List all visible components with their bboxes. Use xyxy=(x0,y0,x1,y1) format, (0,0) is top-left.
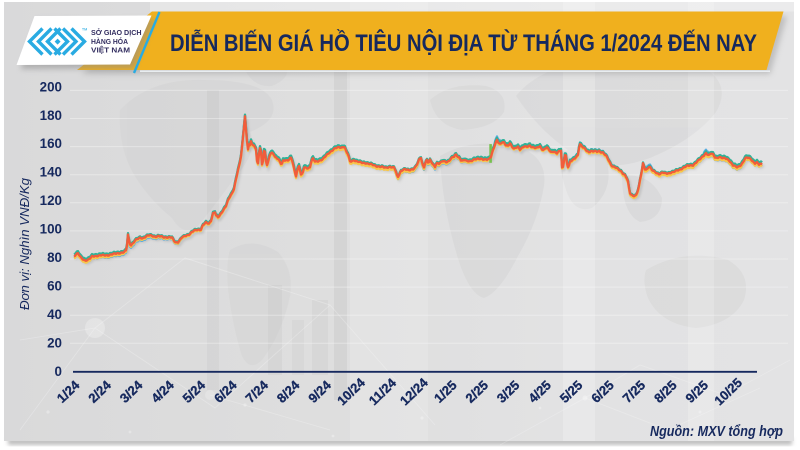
svg-text:20: 20 xyxy=(47,336,62,351)
svg-text:60: 60 xyxy=(47,279,62,294)
svg-text:™: ™ xyxy=(82,28,88,35)
svg-text:120: 120 xyxy=(40,193,62,208)
svg-text:0: 0 xyxy=(55,364,62,379)
svg-text:VIỆT NAM: VIỆT NAM xyxy=(91,46,130,55)
svg-text:160: 160 xyxy=(40,136,62,151)
svg-text:Nguồn: MXV tổng hợp: Nguồn: MXV tổng hợp xyxy=(650,424,783,440)
svg-text:40: 40 xyxy=(47,307,62,322)
svg-text:180: 180 xyxy=(40,108,62,123)
svg-text:HÀNG HÓA: HÀNG HÓA xyxy=(91,37,128,46)
svg-text:SỞ GIAO DỊCH: SỞ GIAO DỊCH xyxy=(91,28,142,37)
svg-text:DIỄN BIẾN GIÁ HỒ TIÊU NỘI ĐỊA: DIỄN BIẾN GIÁ HỒ TIÊU NỘI ĐỊA TỪ THÁNG 1… xyxy=(170,28,757,57)
svg-text:140: 140 xyxy=(40,165,62,180)
svg-text:80: 80 xyxy=(47,250,62,265)
svg-text:100: 100 xyxy=(40,222,62,237)
svg-text:200: 200 xyxy=(40,79,62,94)
svg-text:Đơn vị: Nghìn VNĐ/Kg: Đơn vị: Nghìn VNĐ/Kg xyxy=(17,178,32,310)
